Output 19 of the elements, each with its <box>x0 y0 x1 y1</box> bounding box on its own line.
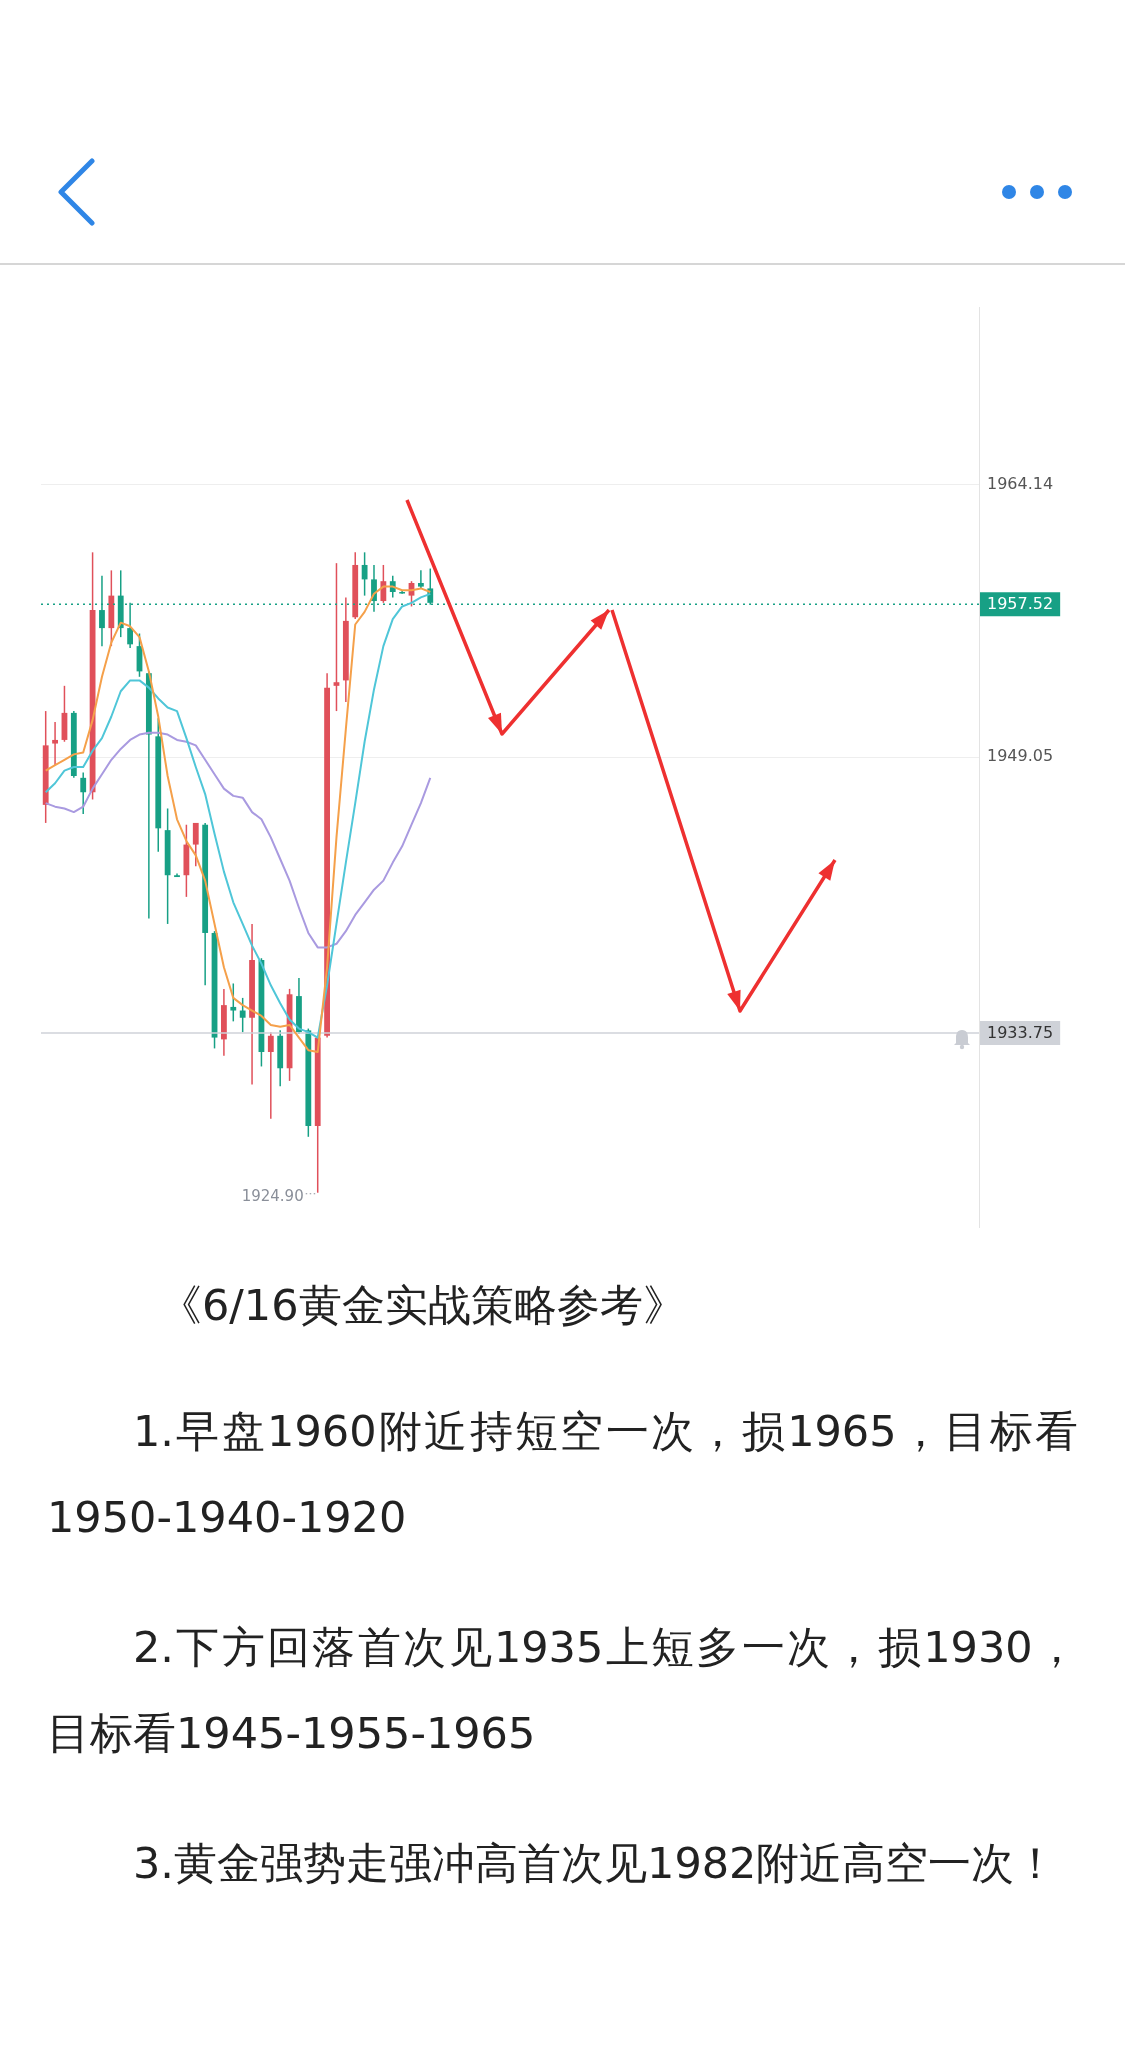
candlestick <box>267 1031 274 1120</box>
candlestick <box>239 997 246 1033</box>
annotation: 1924.90 <box>241 1186 304 1205</box>
y-tick-label: 1964.14 <box>987 474 1054 494</box>
candlestick <box>380 564 387 604</box>
candlestick <box>80 771 87 815</box>
ref-line-label: 1933.75 <box>987 1023 1054 1043</box>
candlestick <box>333 562 340 712</box>
text: 3.黄金强势走强冲高首次见1982附近高空一次！ <box>132 1837 1059 1890</box>
candlestick <box>361 551 368 597</box>
candlestick <box>230 982 237 1023</box>
y-tick-label: 1949.05 <box>987 746 1054 766</box>
text: 2.下方回落首次见1935上短多一次，损1930，目标看1945-1955-1965 <box>47 1621 1078 1760</box>
text: 《6/16黄金实战策略参考》 <box>158 1279 687 1332</box>
candlestick <box>417 569 424 590</box>
candlestick <box>192 822 199 867</box>
candlestick <box>52 721 58 766</box>
text: 1.早盘1960附近持短空一次，损1965，目标看1950-1940-1920 <box>47 1405 1078 1544</box>
ref-line-label: 1957.52 <box>987 594 1054 614</box>
